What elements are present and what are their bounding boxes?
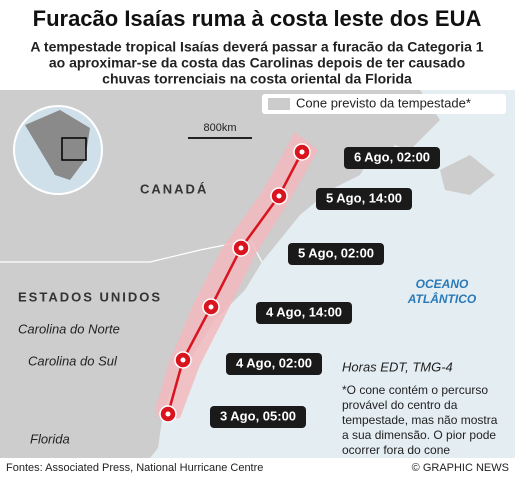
label-box: [344, 147, 440, 169]
subtitle: A tempestade tropical Isaías deverá pass…: [30, 39, 483, 55]
forecast-label: 4 Ago, 14:00: [266, 304, 342, 319]
ocean: ATLÂNTICO: [407, 291, 477, 306]
ocean: OCEANO: [416, 277, 469, 291]
time-note: Horas EDT, TMG-4: [342, 359, 453, 374]
note-line: a sua dimensão. O pior pode: [342, 428, 496, 442]
storm-eye: [299, 149, 305, 155]
forecast-label: 4 Ago, 02:00: [236, 355, 312, 370]
forecast: 6 Ago, 02:00 5 Ago, 14:00 5 Ago, 02:00 4 Ag…: [159, 143, 440, 428]
label-box: [316, 188, 412, 210]
forecast-label: 5 Ago, 02:00: [298, 245, 374, 260]
storm-eye: [165, 411, 171, 417]
place: ESTADOS UNIDOS: [18, 289, 162, 304]
subtitle: chuvas torrenciais na costa oriental da …: [102, 71, 412, 87]
label-box: [288, 243, 384, 265]
globe-land: [25, 110, 90, 180]
legend-label: Cone previsto da tempestade*: [296, 95, 471, 110]
place: Florida: [30, 431, 70, 446]
forecast-label: 5 Ago, 14:00: [326, 190, 402, 205]
note-line: tempestade, mas não mostra: [342, 413, 498, 427]
place: Carolina do Norte: [18, 321, 120, 336]
scale-label: 800km: [203, 122, 236, 134]
storm-eye: [180, 357, 186, 363]
subtitle: ao aproximar-se da costa das Carolinas d…: [49, 55, 465, 71]
forecast-label: 6 Ago, 02:00: [354, 149, 430, 164]
storm-eye: [238, 245, 244, 251]
label-box: [226, 353, 322, 375]
note-line: *O cone contém o percurso: [342, 383, 488, 397]
legend: [262, 94, 506, 114]
label-box: [210, 406, 306, 428]
credit: © GRAPHIC NEWS: [412, 462, 509, 474]
storm-eye: [208, 304, 214, 310]
title: Furacão Isaías ruma à costa leste dos EU…: [33, 6, 482, 31]
map: Cone previsto da tempestade* 800km CANAD…: [0, 90, 515, 458]
forecast-label: 3 Ago, 05:00: [220, 408, 296, 423]
place: Carolina do Sul: [28, 353, 118, 368]
label-box: [256, 302, 352, 324]
globe-frame: [61, 137, 87, 161]
note-line: ocorrer fora do cone: [342, 443, 450, 457]
storm-eye: [276, 193, 282, 199]
land: [440, 155, 495, 195]
place: CANADÁ: [140, 181, 208, 196]
note-line: provável do centro da: [342, 398, 458, 412]
legend-swatch: [268, 98, 290, 110]
source: Fontes: Associated Press, National Hurri…: [6, 462, 263, 474]
